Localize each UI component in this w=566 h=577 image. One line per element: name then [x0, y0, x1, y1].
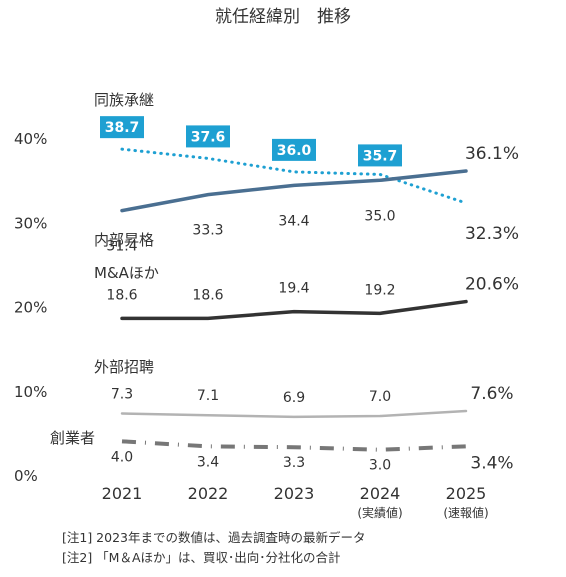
- data-label: 6.9: [283, 390, 305, 406]
- series-name: M&Aほか: [94, 264, 159, 282]
- series-line: [120, 299, 468, 321]
- data-label-box: [272, 138, 316, 161]
- data-label: 31.4: [106, 239, 137, 255]
- data-label: 4.0: [111, 449, 133, 465]
- data-label-box: [100, 116, 144, 139]
- y-tick-label: 0%: [14, 467, 38, 485]
- series-name: 内部昇格: [94, 231, 154, 249]
- data-label: 3.3: [283, 455, 305, 471]
- data-label: 20.6%: [465, 275, 519, 295]
- data-label: 34.4: [278, 213, 309, 229]
- data-label: 35.7: [363, 148, 398, 164]
- x-tick-label: 2024: [360, 484, 401, 503]
- data-label: 35.0: [364, 208, 395, 224]
- data-label: 7.3: [111, 387, 133, 403]
- y-tick-label: 10%: [14, 383, 47, 401]
- x-tick-sublabel: (速報値): [443, 505, 488, 520]
- data-label: 37.6: [191, 129, 226, 145]
- y-axis: 0% 10% 20% 30% 40%: [14, 130, 47, 485]
- series-line: [121, 439, 467, 452]
- data-label: 36.1%: [465, 144, 519, 164]
- series-name: 外部招聘: [94, 358, 154, 376]
- x-tick-sublabel: (実績値): [357, 505, 402, 520]
- series-line: [120, 409, 468, 419]
- series-name: 同族承継: [94, 91, 154, 109]
- data-label: 38.7: [105, 120, 140, 136]
- series-lines: [120, 147, 468, 452]
- y-tick-label: 30%: [14, 214, 47, 232]
- x-tick-label: 2022: [188, 484, 229, 503]
- data-label: 7.1: [197, 388, 219, 404]
- data-label: 3.4: [197, 454, 219, 470]
- series-line: [120, 147, 468, 205]
- note-1: [注1] 2023年までの数値は、過去調査時の最新データ: [62, 530, 366, 545]
- y-tick-label: 40%: [14, 130, 47, 148]
- data-label: 19.2: [364, 282, 395, 298]
- data-label: 3.0: [369, 458, 391, 474]
- data-label: 7.6%: [470, 384, 513, 404]
- data-label: 18.6: [106, 287, 137, 303]
- data-label: 19.4: [278, 281, 309, 297]
- chart-title: 就任経緯別 推移: [215, 7, 351, 27]
- data-label: 7.0: [369, 389, 391, 405]
- data-label: 3.4%: [470, 453, 513, 473]
- x-tick-label: 2025: [446, 484, 487, 503]
- series-name: 創業者: [50, 429, 95, 447]
- series-line: [120, 169, 468, 213]
- y-tick-label: 20%: [14, 299, 47, 317]
- data-label: 36.0: [277, 143, 312, 159]
- x-axis: 2021 2022 2023 2024 (実績値) 2025 (速報値): [102, 484, 489, 520]
- data-labels: 38.7 37.6 36.0 35.7 32.3% 31.4 33.3 34.4 35.0 36.…: [100, 116, 519, 474]
- data-label-box: [358, 144, 402, 167]
- data-label: 33.3: [192, 223, 223, 239]
- data-label: 32.3%: [465, 224, 519, 244]
- note-2: [注2] 「M＆Aほか」は、買収･出向･分社化の合計: [62, 550, 341, 565]
- x-tick-label: 2021: [102, 484, 143, 503]
- data-label-box: [186, 125, 230, 148]
- data-label: 18.6: [192, 287, 223, 303]
- x-tick-label: 2023: [274, 484, 315, 503]
